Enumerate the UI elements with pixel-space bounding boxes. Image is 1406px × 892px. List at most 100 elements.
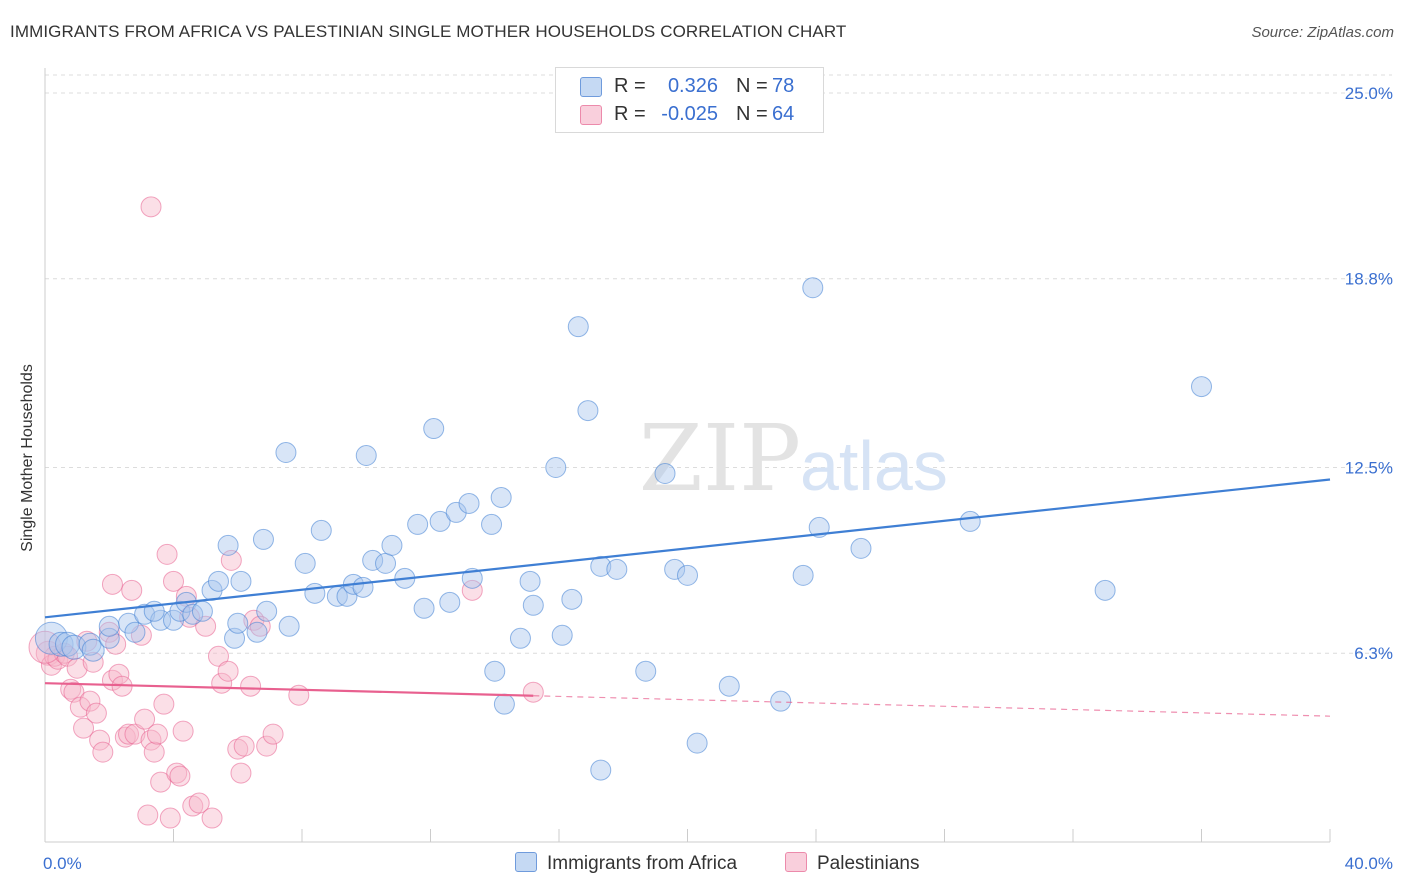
africa-point bbox=[310, 519, 332, 541]
africa-point bbox=[439, 591, 461, 613]
africa-point bbox=[34, 621, 68, 655]
bottom-legend-africa: Immigrants from Africa bbox=[515, 852, 737, 875]
africa-point bbox=[519, 570, 541, 592]
africa-point bbox=[352, 576, 374, 598]
africa-point bbox=[429, 510, 451, 532]
series-africa-points bbox=[34, 277, 1212, 781]
africa-point bbox=[792, 564, 814, 586]
palestinians-point bbox=[124, 723, 146, 745]
legend-r-label: R = bbox=[614, 75, 646, 97]
y-tick-label: 6.3% bbox=[1354, 644, 1393, 663]
bottom-legend-swatch-palestinians bbox=[785, 852, 807, 872]
africa-point bbox=[407, 513, 429, 535]
africa-point bbox=[635, 660, 657, 682]
source-label: Source: ZipAtlas.com bbox=[1251, 24, 1394, 41]
palestinians-point bbox=[153, 693, 175, 715]
correlation-legend: R = 0.326 N = 78 R = -0.025 N = 64 bbox=[555, 67, 824, 133]
africa-point bbox=[567, 316, 589, 338]
x-tick-label-max: 40.0% bbox=[1345, 854, 1393, 873]
africa-point bbox=[484, 660, 506, 682]
africa-point bbox=[336, 585, 358, 607]
palestinians-trend-line-extension bbox=[533, 695, 1331, 717]
palestinians-point bbox=[98, 621, 120, 643]
legend-r-label: R = bbox=[614, 103, 646, 125]
africa-point bbox=[81, 638, 105, 662]
bottom-legend-swatch-africa bbox=[515, 852, 537, 872]
africa-point bbox=[375, 552, 397, 574]
africa-point bbox=[590, 759, 612, 781]
africa-point bbox=[490, 486, 512, 508]
palestinians-point bbox=[140, 196, 162, 218]
africa-point bbox=[381, 534, 403, 556]
africa-point bbox=[493, 693, 515, 715]
palestinians-point bbox=[188, 792, 210, 814]
palestinians-point bbox=[207, 645, 229, 667]
africa-point bbox=[522, 594, 544, 616]
palestinians-point bbox=[146, 723, 168, 745]
africa-point bbox=[458, 492, 480, 514]
africa-point bbox=[54, 631, 80, 657]
africa-point bbox=[275, 442, 297, 464]
africa-point bbox=[61, 634, 87, 660]
palestinians-point bbox=[166, 762, 188, 784]
bottom-legend-palestinians: Palestinians bbox=[785, 852, 919, 875]
africa-point bbox=[191, 600, 213, 622]
africa-point bbox=[278, 615, 300, 637]
palestinians-point bbox=[163, 570, 184, 592]
africa-point bbox=[217, 534, 239, 556]
palestinians-point bbox=[73, 717, 95, 739]
legend-row-africa: R = 0.326 N = 78 bbox=[556, 72, 823, 100]
axes bbox=[44, 68, 1331, 843]
palestinians-point bbox=[262, 723, 284, 745]
africa-point bbox=[718, 675, 740, 697]
africa-point bbox=[294, 552, 316, 574]
africa-point bbox=[577, 400, 599, 422]
palestinians-point bbox=[66, 657, 88, 679]
legend-swatch-africa bbox=[580, 77, 602, 97]
legend-n-label: N = bbox=[736, 75, 768, 97]
africa-point bbox=[606, 558, 628, 580]
legend-n-label: N = bbox=[736, 103, 768, 125]
palestinians-point bbox=[137, 804, 159, 826]
africa-point bbox=[654, 462, 676, 484]
palestinians-point bbox=[101, 573, 123, 595]
palestinians-point bbox=[288, 684, 310, 706]
palestinians-point bbox=[240, 675, 262, 697]
africa-point bbox=[227, 612, 249, 634]
palestinians-point bbox=[89, 729, 111, 751]
watermark-atlas: atlas bbox=[800, 427, 948, 505]
africa-point bbox=[686, 732, 708, 754]
africa-point bbox=[246, 621, 268, 643]
chart-title: IMMIGRANTS FROM AFRICA VS PALESTINIAN SI… bbox=[10, 22, 847, 41]
trend-lines bbox=[44, 478, 1331, 717]
palestinians-point bbox=[85, 702, 107, 724]
palestinians-point bbox=[140, 729, 162, 751]
palestinians-point bbox=[172, 720, 194, 742]
africa-point bbox=[355, 445, 377, 467]
africa-point bbox=[124, 621, 146, 643]
palestinians-point bbox=[82, 651, 104, 673]
africa-point bbox=[256, 600, 278, 622]
africa-point bbox=[1191, 376, 1212, 398]
africa-point bbox=[664, 558, 686, 580]
africa-point bbox=[509, 627, 531, 649]
legend-row-palestinians: R = -0.025 N = 64 bbox=[556, 100, 823, 128]
africa-point bbox=[48, 631, 74, 657]
africa-point bbox=[362, 549, 384, 571]
palestinians-point bbox=[143, 741, 165, 763]
africa-point bbox=[551, 624, 573, 646]
africa-point bbox=[850, 537, 872, 559]
y-tick-label: 25.0% bbox=[1345, 84, 1393, 103]
palestinians-point bbox=[121, 579, 143, 601]
palestinians-point bbox=[156, 543, 178, 565]
legend-r-value: 0.326 bbox=[667, 75, 718, 97]
palestinians-point bbox=[79, 690, 101, 712]
bottom-legend-label-africa: Immigrants from Africa bbox=[547, 853, 738, 874]
palestinians-point bbox=[233, 735, 255, 757]
palestinians-point bbox=[118, 723, 140, 745]
legend-n-value: 64 bbox=[772, 103, 795, 125]
africa-point bbox=[461, 567, 483, 589]
bottom-legend-label-palestinians: Palestinians bbox=[817, 853, 920, 874]
y-tick-label: 18.8% bbox=[1345, 270, 1393, 289]
